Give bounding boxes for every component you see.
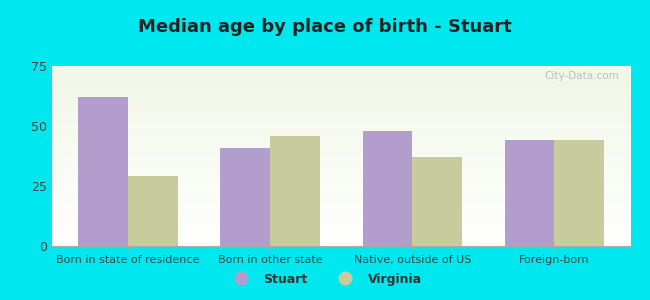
Bar [363, 131, 412, 246]
Bar [504, 140, 554, 246]
Text: Median age by place of birth - Stuart: Median age by place of birth - Stuart [138, 18, 512, 36]
Bar [270, 136, 320, 246]
Bar [412, 157, 462, 246]
Bar [128, 176, 178, 246]
Bar [554, 140, 604, 246]
Legend: Stuart, Virginia: Stuart, Virginia [224, 268, 426, 291]
Bar [220, 148, 270, 246]
Bar [78, 97, 128, 246]
Text: City-Data.com: City-Data.com [544, 71, 619, 81]
